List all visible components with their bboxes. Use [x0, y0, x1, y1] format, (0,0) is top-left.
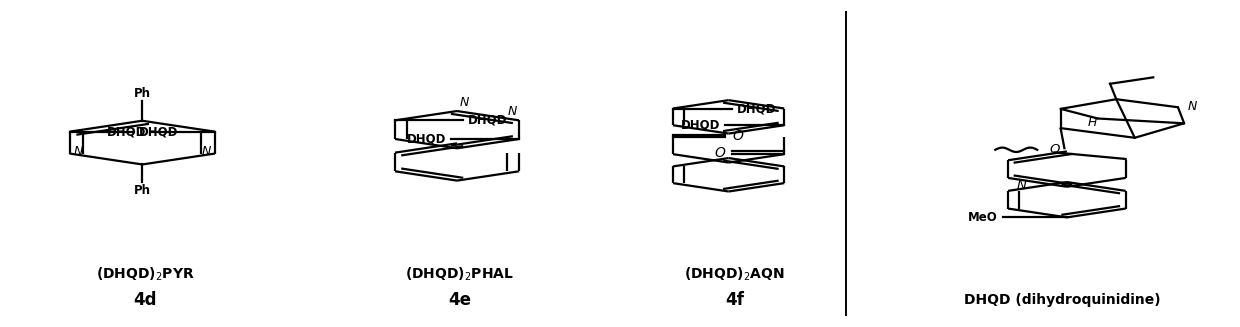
Text: 4f: 4f	[725, 291, 744, 309]
Text: DHQD: DHQD	[467, 114, 507, 127]
Text: 4d: 4d	[133, 291, 156, 309]
Text: O: O	[733, 129, 743, 143]
Text: H: H	[1087, 116, 1097, 129]
Text: DHQD: DHQD	[681, 119, 720, 132]
Text: Ph: Ph	[134, 87, 151, 100]
Text: N: N	[507, 105, 517, 118]
Text: O: O	[714, 146, 725, 160]
Text: DHQD: DHQD	[407, 132, 446, 146]
Text: Ph: Ph	[134, 184, 151, 197]
Text: N: N	[1017, 179, 1027, 192]
Text: N: N	[1188, 100, 1197, 113]
Text: O: O	[1049, 143, 1060, 156]
Text: (DHQD)$_2$AQN: (DHQD)$_2$AQN	[684, 266, 785, 283]
Text: N: N	[202, 146, 211, 158]
Text: DHQD (dihydroquinidine): DHQD (dihydroquinidine)	[963, 293, 1161, 307]
Text: MeO: MeO	[968, 211, 998, 224]
Text: DHQD: DHQD	[738, 102, 776, 115]
Text: DHQD: DHQD	[139, 125, 179, 138]
Text: N: N	[460, 96, 469, 109]
Text: DHQD: DHQD	[107, 125, 146, 138]
Text: 4e: 4e	[448, 291, 471, 309]
Text: N: N	[73, 146, 83, 158]
Text: (DHQD)$_2$PHAL: (DHQD)$_2$PHAL	[405, 266, 513, 283]
Text: (DHQD)$_2$PYR: (DHQD)$_2$PYR	[95, 266, 193, 283]
